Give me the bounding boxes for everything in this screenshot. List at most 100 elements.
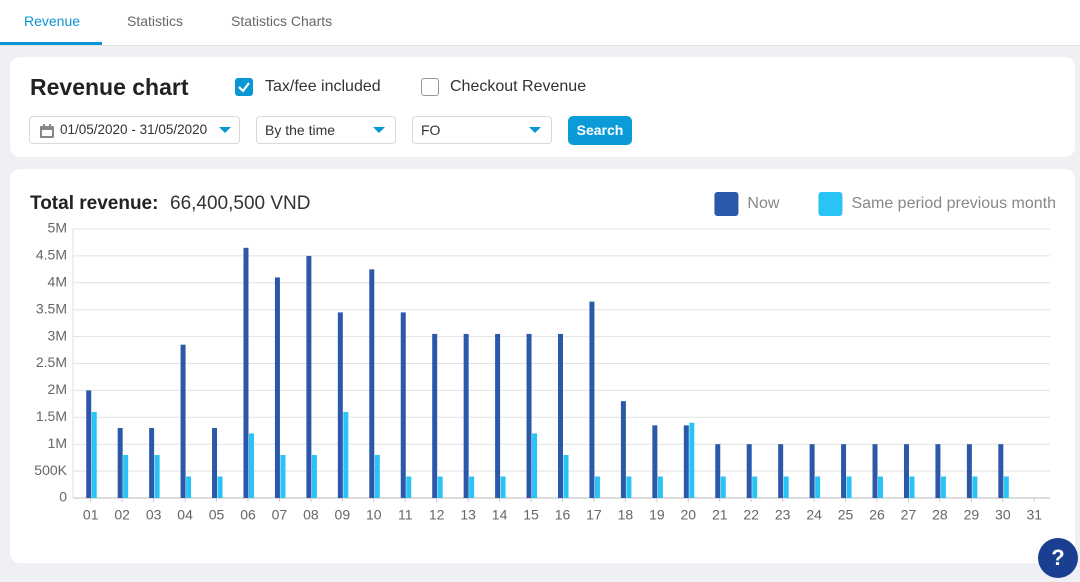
y-tick-label: 1.5M [36,408,67,424]
help-button[interactable]: ? [1038,538,1078,578]
legend-swatch [714,192,739,216]
filter-card [10,57,1075,157]
x-tick-label: 03 [146,507,162,523]
x-tick-label: 05 [209,507,225,523]
x-tick-label: 10 [366,507,382,523]
x-tick-label: 14 [492,507,508,523]
x-tick-label: 25 [838,507,854,523]
x-tick-label: 01 [83,507,99,523]
bar [248,433,254,498]
chart-title: Total revenue: [30,193,158,214]
x-tick-label: 06 [240,507,256,523]
bar [720,476,726,498]
y-tick-label: 3M [48,327,67,343]
y-tick-label: 1M [48,435,67,451]
bar [652,425,658,498]
bar [972,476,978,498]
bar [778,444,784,498]
channel-select[interactable]: FO [412,116,552,144]
bar [180,344,186,498]
x-tick-label: 24 [806,507,822,523]
x-tick-label: 15 [523,507,539,523]
bar [815,476,821,498]
x-tick-label: 30 [995,507,1011,523]
x-tick-label: 04 [177,507,193,523]
y-tick-label: 2.5M [36,354,67,370]
bar [437,476,443,498]
bar [746,444,752,498]
bar [563,454,569,498]
caret [529,127,541,133]
bar [940,476,946,498]
tab[interactable]: Statistics [127,13,184,29]
bar [280,454,286,498]
x-tick-label: 13 [460,507,476,523]
tab[interactable]: Revenue [24,13,81,29]
y-tick-label: 2M [48,381,67,397]
bar [626,476,632,498]
search-button[interactable]: Search [568,116,632,145]
x-tick-label: 12 [429,507,445,523]
bar [783,476,789,498]
bar [683,425,689,498]
bar [212,428,218,498]
bar [594,476,600,498]
tab-indicator [0,42,102,45]
bar [91,411,97,498]
bar [306,255,312,498]
bar [998,444,1004,498]
bar [463,333,469,498]
section-title: Revenue chart [30,74,189,100]
bar [400,312,406,498]
group-select[interactable]: By the time [256,116,396,144]
calendar-icon [40,124,54,138]
x-tick-label: 29 [964,507,980,523]
x-tick-label: 16 [555,507,571,523]
bar [935,444,941,498]
bar [657,476,663,498]
x-tick-label: 21 [712,507,728,523]
x-tick-label: 19 [649,507,665,523]
bar [878,476,884,498]
bar [841,444,847,498]
date-picker[interactable]: 01/05/2020 - 31/05/2020 [29,116,240,144]
x-tick-label: 02 [114,507,130,523]
tab[interactable]: Statistics Charts [231,13,333,29]
bar [149,428,155,498]
legend-label: Same period previous month [851,195,1056,212]
x-tick-label: 20 [681,507,697,523]
tab-bar: Revenue Statistics Statistics Charts [0,0,1080,46]
bar [217,476,223,498]
bar [715,444,721,498]
x-tick-label: 23 [775,507,791,523]
checkbox-checked[interactable] [235,78,253,96]
bar [337,312,343,498]
x-tick-label: 27 [901,507,917,523]
bar [154,454,160,498]
caret [219,127,231,133]
y-tick-label: 4.5M [36,247,67,263]
checkbox[interactable] [421,78,439,96]
legend-label: Now [747,195,779,212]
x-tick-label: 09 [335,507,351,523]
bar [872,444,878,498]
bar [274,277,280,498]
bar [374,454,380,498]
bar [689,422,695,498]
x-tick-label: 22 [743,507,759,523]
x-tick-label: 26 [869,507,885,523]
y-tick-label: 500K [34,462,67,478]
bar [966,444,972,498]
caret [373,127,385,133]
bar [909,476,915,498]
check-icon [238,82,250,93]
x-tick-label: 18 [618,507,634,523]
bar [846,476,852,498]
bar [589,301,595,498]
bar [369,269,375,498]
bar [500,476,506,498]
checkbox-label: Tax/fee included [265,78,381,95]
bar [311,454,317,498]
